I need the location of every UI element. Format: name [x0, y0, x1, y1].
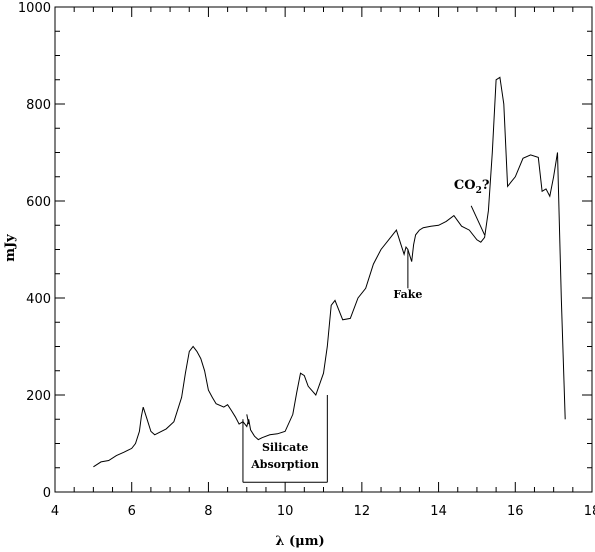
silicate-pointer: [246, 414, 250, 425]
x-tick-label: 16: [507, 504, 524, 519]
x-tick-label: 18: [584, 504, 595, 519]
tick-labels: 4 6 8 10 12 14 16 18 0 200 400 600 800 1000: [18, 1, 595, 519]
x-tick-label: 4: [51, 504, 59, 519]
spectrum-line: [93, 76, 566, 468]
co2-pointer: [470, 205, 486, 236]
x-axis-title: λ (μm): [275, 534, 324, 549]
annotation-co2-main: CO: [454, 178, 476, 193]
x-tick-label: 14: [430, 504, 447, 519]
y-tick-label: 1000: [18, 1, 51, 16]
annotation-co2-question: ?: [482, 178, 490, 193]
annotation-co2-subscript: 2: [476, 186, 482, 196]
annotation-co2: CO2?: [454, 178, 490, 196]
annotation-absorption: Absorption: [250, 458, 319, 471]
x-tick-label: 6: [128, 504, 136, 519]
annotation-fake: Fake: [393, 288, 422, 301]
x-tick-label: 10: [277, 504, 294, 519]
axis-ticks: [54, 6, 593, 493]
x-tick-label: 12: [354, 504, 371, 519]
annotation-marks: [242, 205, 486, 483]
x-tick-label: 8: [204, 504, 212, 519]
y-tick-label: 400: [26, 292, 51, 307]
plot-frame: [54, 6, 593, 493]
annotation-silicate: Silicate: [262, 441, 308, 454]
y-tick-label: 600: [26, 195, 51, 210]
y-axis-title: mJy: [3, 234, 18, 262]
y-tick-label: 0: [43, 486, 51, 501]
y-tick-label: 200: [26, 389, 51, 404]
y-tick-label: 800: [26, 98, 51, 113]
